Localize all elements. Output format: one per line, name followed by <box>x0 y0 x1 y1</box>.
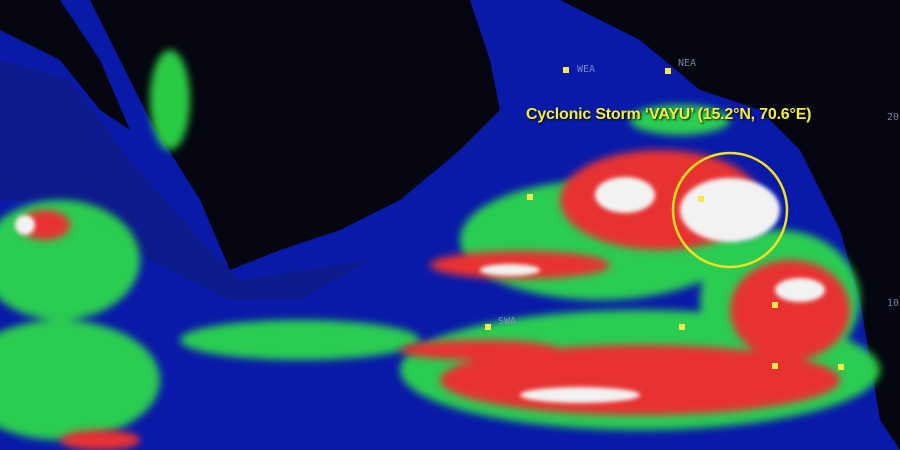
marker <box>527 194 533 200</box>
cloud-layer-mid <box>20 150 850 450</box>
storm-highlight-circle <box>671 151 789 269</box>
land-africa-horn <box>0 60 370 300</box>
region-label-swa: SWA <box>498 316 517 327</box>
marker <box>563 67 569 73</box>
marker <box>485 324 491 330</box>
land-india <box>560 0 900 450</box>
marker <box>698 196 704 202</box>
station-markers <box>485 67 844 370</box>
marker <box>772 363 778 369</box>
cloud-layer-high <box>15 177 825 403</box>
marker <box>838 364 844 370</box>
latitude-label-20: 20 <box>887 112 900 123</box>
region-label-nea: NEA <box>678 58 697 69</box>
marker <box>665 68 671 74</box>
latitude-label-10: 10 <box>887 298 900 309</box>
storm-caption: Cyclonic Storm ‘VAYU’ (15.2°N, 70.6°E) <box>526 106 812 123</box>
marker <box>679 324 685 330</box>
land-arabian-peninsula <box>0 0 500 270</box>
marker <box>772 302 778 308</box>
region-label-wea: WEA <box>577 64 596 75</box>
